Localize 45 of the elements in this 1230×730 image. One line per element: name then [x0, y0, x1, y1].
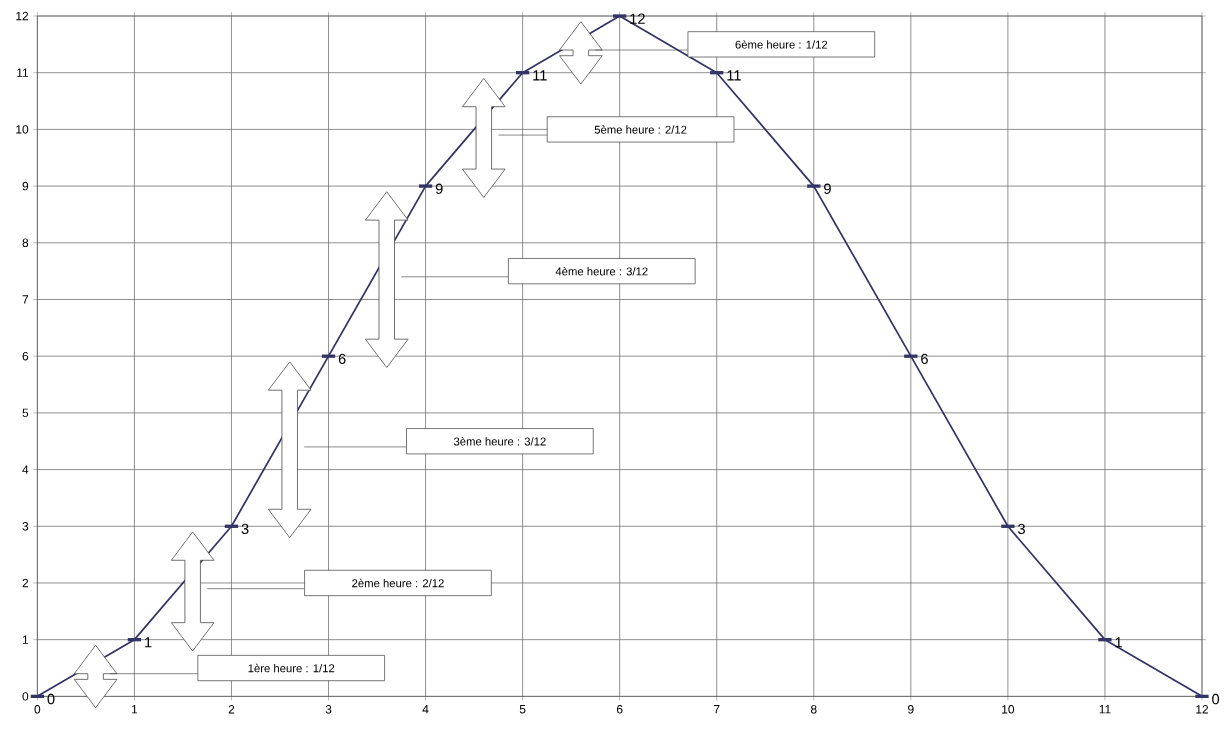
- y-tick-label: 4: [22, 465, 29, 474]
- data-label: 9: [435, 183, 443, 195]
- data-label: 11: [533, 70, 547, 81]
- data-label: 6: [338, 353, 346, 365]
- x-tick-label: 8: [810, 705, 817, 714]
- data-label: 12: [630, 13, 645, 24]
- x-tick-label: 7: [714, 705, 720, 714]
- data-label: 0: [47, 694, 55, 705]
- x-tick-label: 0: [34, 705, 41, 714]
- annotation: 5ème heure : 2/12: [594, 125, 687, 134]
- y-tick-label: 7: [22, 295, 29, 304]
- x-tick-label: 10: [1002, 705, 1015, 714]
- y-tick-label: 10: [16, 125, 29, 134]
- y-tick-label: 11: [17, 68, 29, 77]
- data-label: 1: [1115, 637, 1122, 648]
- y-tick-label: 9: [22, 181, 29, 191]
- y-tick-label: 5: [22, 408, 29, 418]
- annotation: 3ème heure : 3/12: [453, 437, 546, 446]
- y-tick-label: 12: [16, 11, 29, 21]
- data-label: 11: [727, 70, 741, 81]
- y-tick-label: 2: [22, 578, 29, 588]
- data-label: 3: [241, 523, 249, 535]
- x-tick-label: 4: [422, 705, 429, 714]
- data-label: 3: [1018, 523, 1025, 535]
- annotation: 6ème heure : 1/12: [735, 40, 828, 49]
- y-tick-label: 0: [22, 692, 29, 701]
- data-label: 6: [921, 353, 928, 365]
- x-tick-label: 3: [325, 705, 332, 714]
- y-tick-label: 3: [22, 522, 29, 531]
- data-label: 9: [824, 183, 831, 195]
- data-label: 0: [1212, 694, 1220, 705]
- x-tick-label: 9: [908, 705, 914, 714]
- x-tick-label: 5: [519, 705, 526, 714]
- y-tick-label: 6: [22, 352, 29, 361]
- x-tick-label: 1: [132, 705, 138, 714]
- x-tick-label: 2: [228, 705, 235, 714]
- data-label: 1: [145, 637, 152, 648]
- annotation: 4ème heure : 3/12: [555, 267, 648, 276]
- x-tick-label: 11: [1099, 705, 1111, 714]
- y-tick-label: 1: [22, 635, 29, 644]
- annotation: 2ème heure : 2/12: [352, 578, 444, 588]
- annotation: 1ère heure : 1/12: [248, 664, 335, 673]
- x-tick-label: 12: [1196, 705, 1209, 714]
- x-tick-label: 6: [616, 705, 623, 714]
- y-tick-label: 8: [22, 238, 29, 248]
